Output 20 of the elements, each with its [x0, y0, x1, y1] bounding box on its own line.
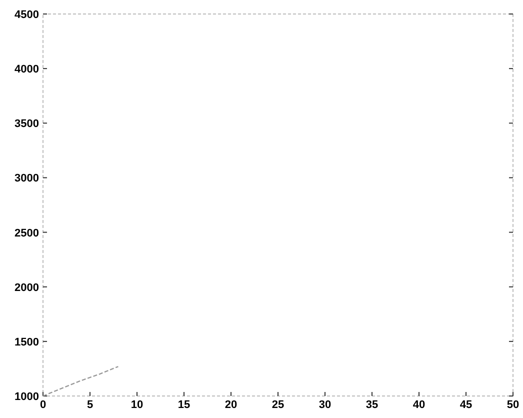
x-tick-label: 5 [86, 399, 94, 411]
x-tick-label: 10 [130, 399, 144, 411]
x-tick-label: 20 [224, 399, 238, 411]
y-tick-label: 2500 [14, 227, 39, 240]
x-tick-label: 15 [178, 399, 190, 411]
y-tick-label: 1000 [14, 391, 39, 403]
line-series [42, 366, 119, 397]
x-tick-label: 0 [40, 399, 46, 411]
y-tick-label: 3000 [14, 172, 39, 185]
x-tick-label: 35 [366, 399, 378, 411]
x-tick-label: 45 [460, 399, 472, 411]
x-tick-label: 30 [318, 399, 332, 411]
y-tick-label: 2000 [14, 282, 39, 294]
x-tick-label: 25 [272, 399, 284, 411]
y-tick-label: 1500 [14, 336, 39, 348]
x-tick-label: 40 [412, 399, 426, 411]
y-tick-label: 4500 [14, 9, 39, 21]
y-tick-label: 4000 [14, 64, 39, 76]
x-tick-label: 50 [506, 399, 520, 411]
y-tick-label: 3500 [14, 118, 39, 130]
